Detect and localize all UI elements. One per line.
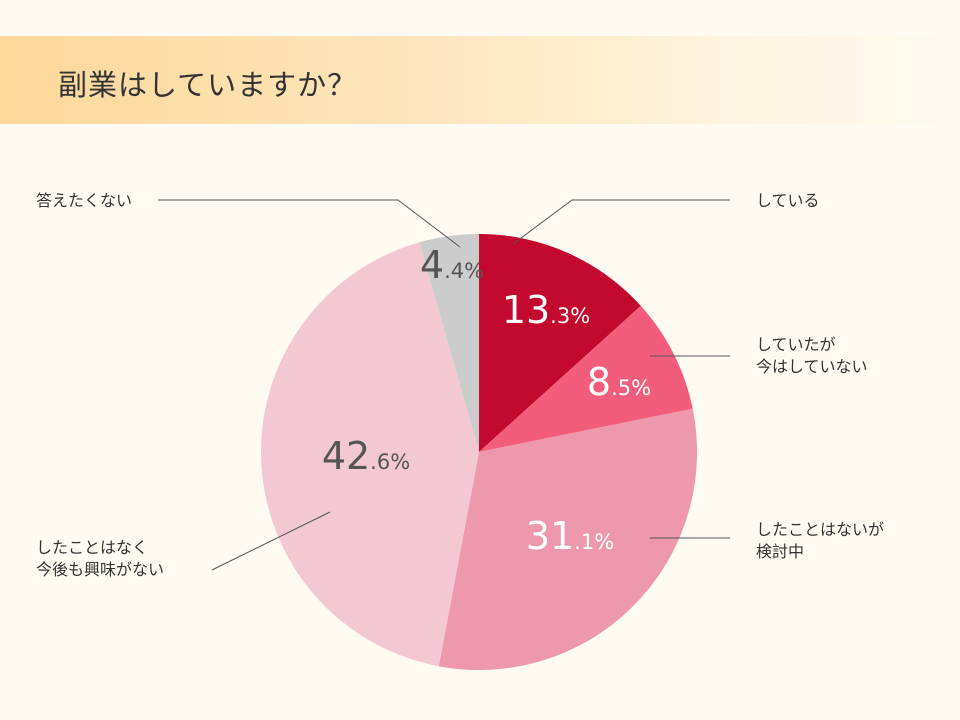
value-label: 8.5%	[587, 360, 651, 404]
pie-slice	[479, 234, 641, 452]
pie-slices	[260, 234, 698, 671]
category-label: したことはなく今後も興味がない	[36, 538, 164, 579]
category-label: していたが今はしていない	[756, 335, 868, 376]
category-label: している	[756, 191, 820, 210]
pie-slice	[479, 305, 693, 452]
value-label: 42.6%	[322, 434, 410, 478]
pie-slice	[260, 242, 479, 667]
leader-line	[512, 199, 730, 245]
leader-lines	[158, 199, 730, 571]
category-label: 答えたくない	[36, 191, 132, 210]
category-label: したことはないが検討中	[756, 520, 884, 561]
pie-slice	[438, 408, 698, 671]
page-title: 副業はしていますか？	[58, 68, 358, 102]
value-label: 31.1%	[526, 514, 614, 558]
title-band	[0, 36, 960, 124]
value-label: 13.3%	[502, 288, 590, 332]
leader-line	[158, 199, 461, 248]
pie-slice	[419, 234, 479, 452]
value-labels: 13.3% 8.5% 31.1% 42.6% 4.4%	[322, 243, 651, 558]
leader-line	[211, 511, 331, 571]
value-label: 4.4%	[420, 243, 484, 287]
